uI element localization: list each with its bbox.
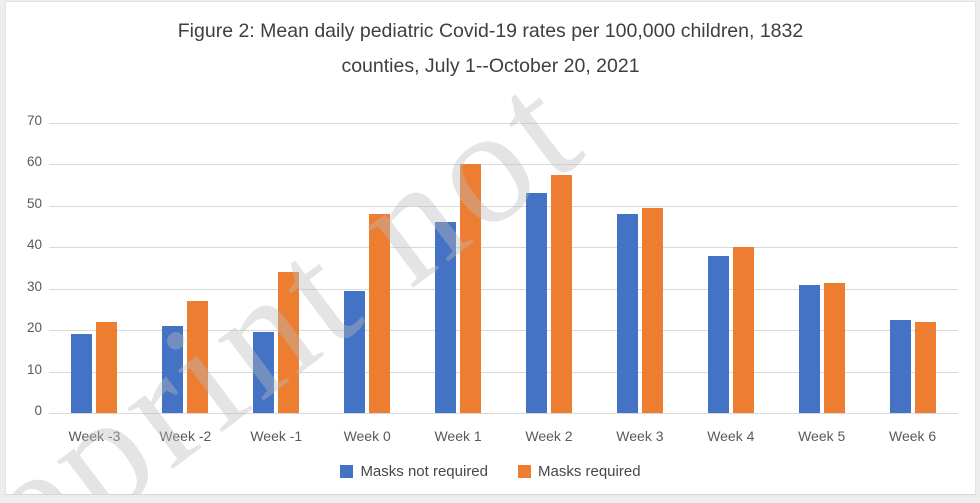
bar-masks-required <box>550 174 572 413</box>
bar-masks-not-required <box>798 284 820 413</box>
bar-group-week-3 <box>49 123 140 413</box>
x-tick-label: Week 0 <box>343 428 391 444</box>
bar-masks-not-required <box>344 290 366 413</box>
y-tick-label: 40 <box>26 237 42 253</box>
legend-swatch-icon <box>518 465 531 478</box>
legend-label: Masks not required <box>360 463 488 480</box>
bar-masks-not-required <box>162 326 184 413</box>
gridline <box>49 371 958 373</box>
legend: Masks not required Masks required <box>6 463 975 480</box>
gridline <box>49 164 958 166</box>
bar-masks-required <box>278 272 300 413</box>
x-tick-label: Week 5 <box>798 428 846 444</box>
y-tick-label: 70 <box>26 113 42 128</box>
bar-masks-required <box>914 321 936 413</box>
chart-title-line-1: Figure 2: Mean daily pediatric Covid-19 … <box>177 20 804 42</box>
bar-group-week-2 <box>140 123 231 413</box>
bar-group-week2 <box>504 123 595 413</box>
bar-masks-not-required <box>435 222 457 413</box>
y-tick-label: 0 <box>34 403 42 418</box>
chart-title: Figure 2: Mean daily pediatric Covid-19 … <box>46 14 935 84</box>
y-tick-label: 10 <box>26 361 42 377</box>
bar-masks-not-required <box>525 193 547 413</box>
bar-group-week1 <box>413 123 504 413</box>
bar-masks-required <box>732 247 754 413</box>
bar-masks-required <box>460 164 482 413</box>
bar-masks-required <box>369 214 391 413</box>
y-tick-label: 30 <box>26 278 42 294</box>
bar-masks-required <box>96 321 118 413</box>
x-tick-label: Week -2 <box>159 428 212 444</box>
bar-group-week4 <box>685 123 776 413</box>
gridline <box>49 123 958 124</box>
bar-group-week-1 <box>231 123 322 413</box>
bar-masks-required <box>823 282 845 413</box>
y-tick-label: 20 <box>26 320 42 336</box>
bar-group-week0 <box>322 123 413 413</box>
x-tick-label: Week 6 <box>889 428 937 444</box>
y-tick-label: 50 <box>26 195 42 211</box>
x-tick-label: Week 2 <box>525 428 573 444</box>
bar-masks-required <box>187 301 209 413</box>
bar-masks-not-required <box>71 334 93 413</box>
bar-groups <box>49 123 958 413</box>
x-tick-label: Week -1 <box>250 428 303 444</box>
bar-masks-required <box>641 207 663 413</box>
legend-item-masks-required: Masks required <box>518 463 641 480</box>
bar-masks-not-required <box>616 214 638 413</box>
x-axis: Week -3 Week -2 Week -1 Week 0 Week 1 Week 2 W… <box>49 428 958 444</box>
chart-title-line-2: counties, July 1--October 20, 2021 <box>341 55 640 78</box>
bar-group-week5 <box>776 123 867 413</box>
x-tick-label: Week -3 <box>68 428 121 444</box>
bar-group-week6 <box>867 123 958 413</box>
gridline <box>49 288 958 290</box>
bar-masks-not-required <box>253 332 275 413</box>
legend-item-masks-not-required: Masks not required <box>340 463 488 480</box>
figure: Figure 2: Mean daily pediatric Covid-19 … <box>5 1 976 495</box>
gridline <box>49 330 958 332</box>
x-tick-label: Week 3 <box>616 428 664 444</box>
gridline <box>49 413 958 414</box>
x-tick-label: Week 1 <box>434 428 482 444</box>
y-tick-label: 60 <box>26 154 42 170</box>
gridline <box>49 205 958 207</box>
legend-swatch-icon <box>340 465 354 478</box>
bar-group-week3 <box>594 123 685 413</box>
legend-label: Masks required <box>538 463 641 480</box>
x-tick-label: Week 4 <box>707 428 755 444</box>
y-axis: 0 10 20 30 40 50 60 70 <box>8 113 42 418</box>
gridline <box>49 247 958 249</box>
plot-area <box>49 123 958 414</box>
bar-masks-not-required <box>707 255 729 413</box>
bar-masks-not-required <box>889 319 911 413</box>
